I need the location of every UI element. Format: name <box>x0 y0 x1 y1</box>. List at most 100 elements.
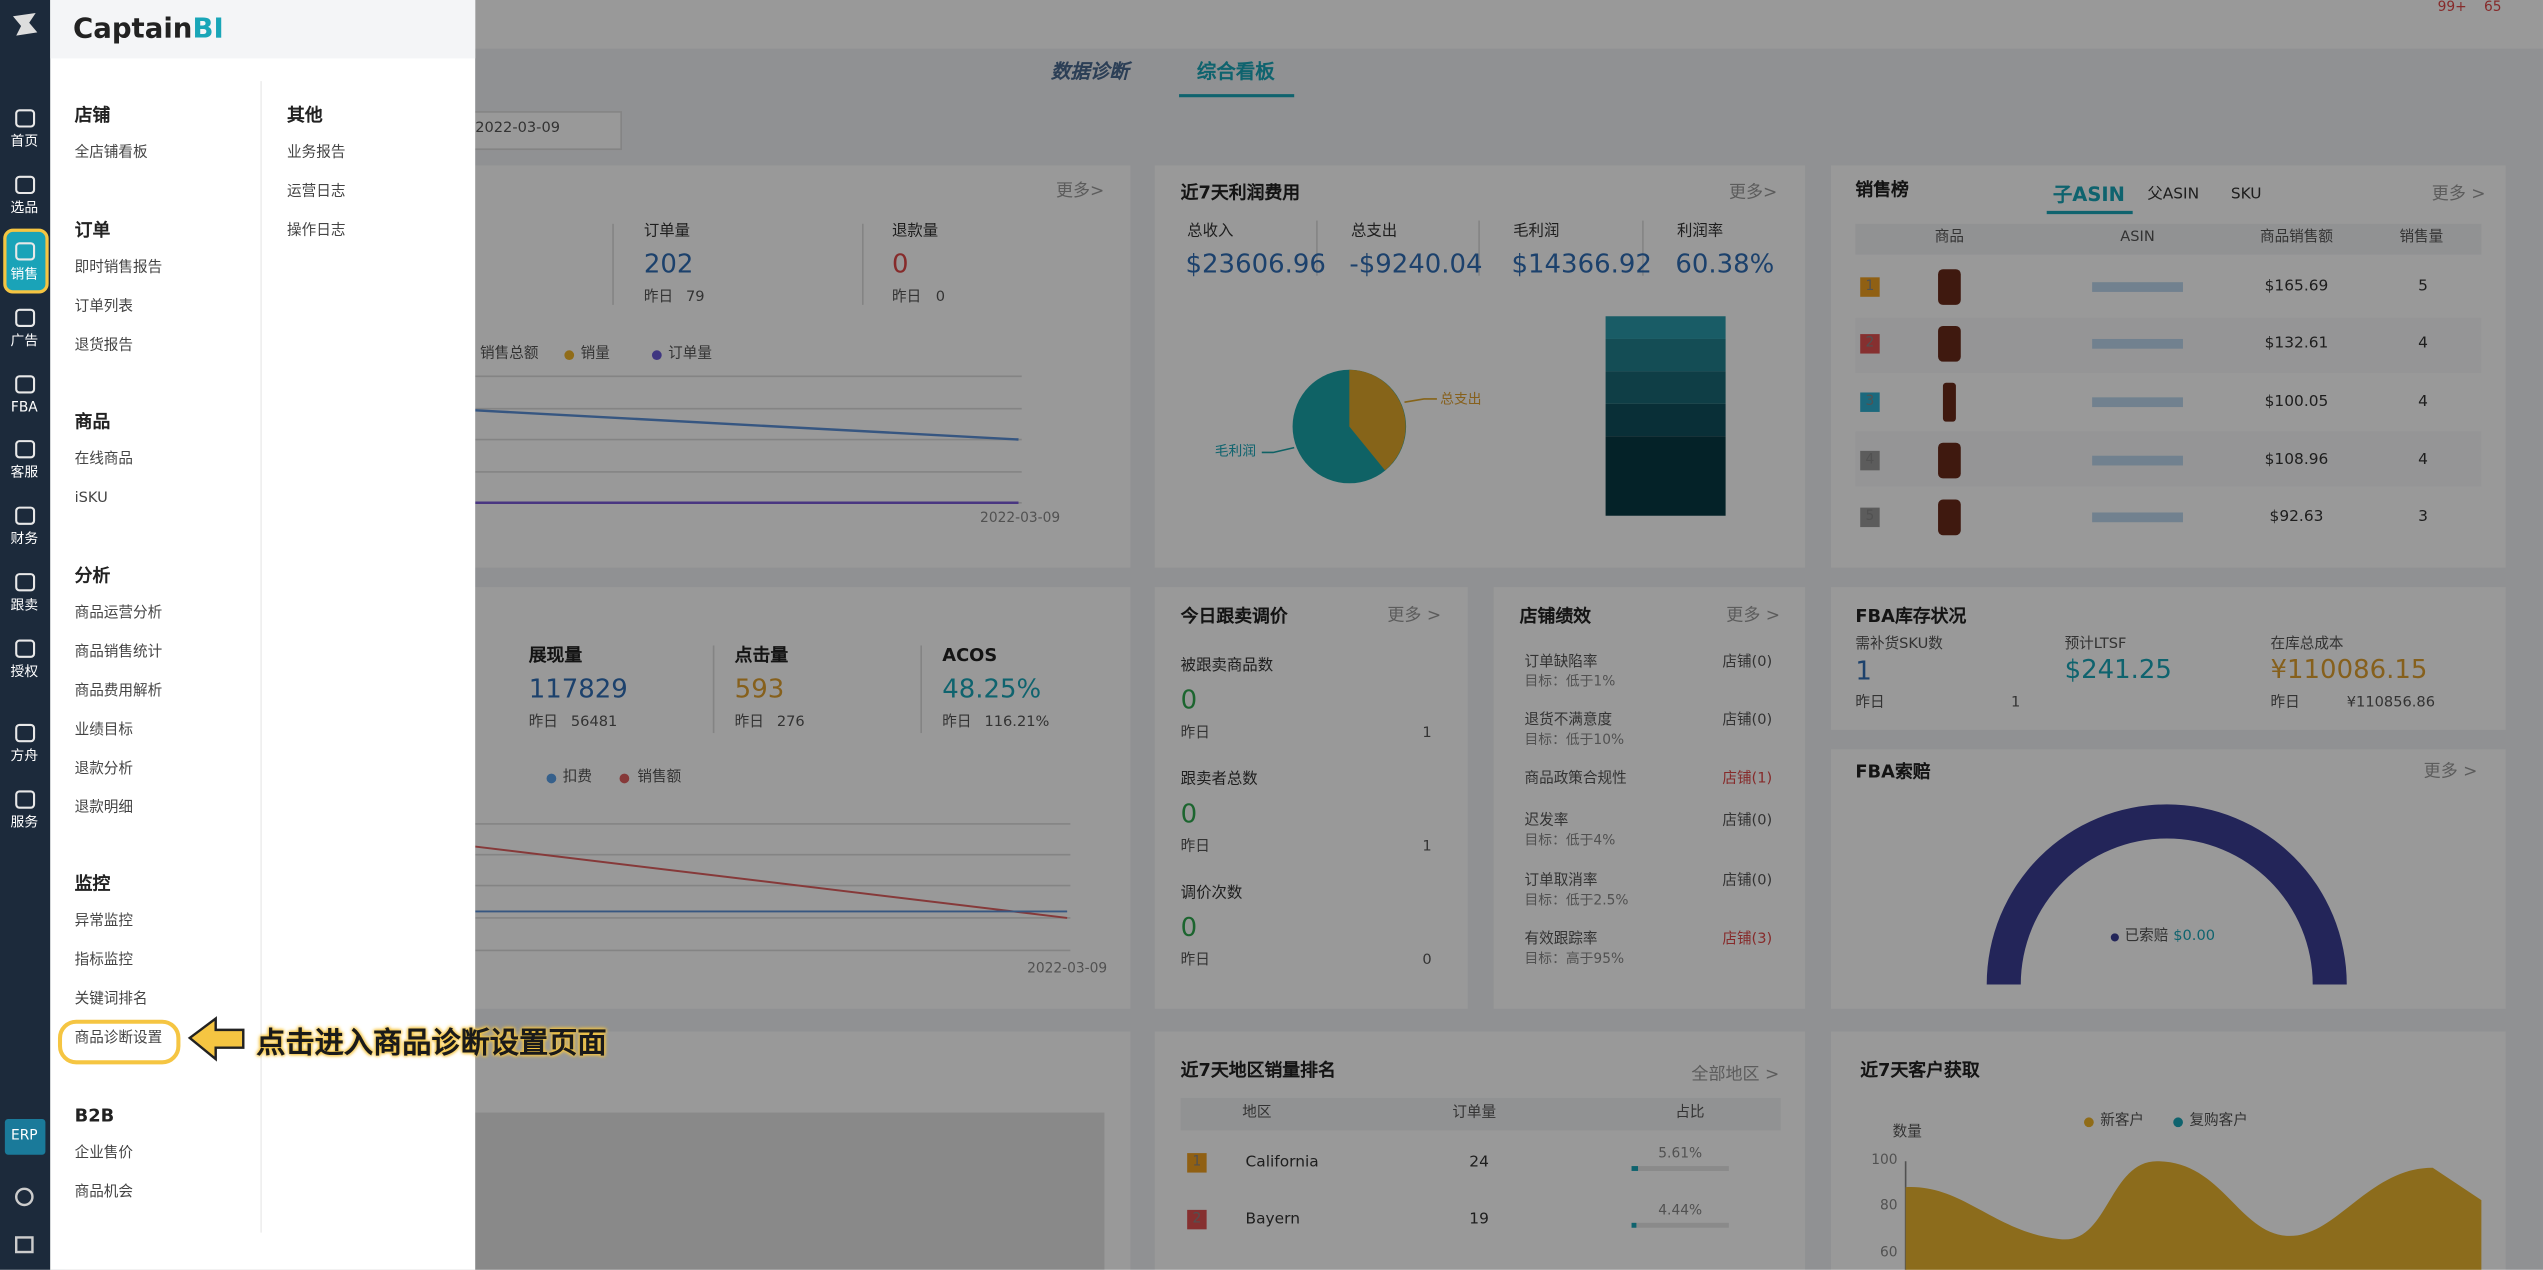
menu-item[interactable]: 商品机会 <box>74 1184 134 1201</box>
sidebar-item[interactable]: 服务 <box>10 815 39 832</box>
rows-amount: $108.96 <box>2264 451 2329 470</box>
sidebar-icon <box>15 440 36 459</box>
sidebar-item[interactable]: 财务 <box>10 531 39 548</box>
rows-amount: $165.69 <box>2264 277 2329 296</box>
menu-item[interactable]: 在线商品 <box>74 451 134 468</box>
header-tabs[interactable]: 综合看板 <box>1196 60 1275 83</box>
menu-section-title: 订单 <box>74 219 111 241</box>
ranking-tabs[interactable]: 子ASIN <box>2052 183 2125 206</box>
performance-more[interactable]: 更多 > <box>1726 606 1781 626</box>
cost-prev-label: 昨日 <box>2270 694 2300 712</box>
fields-value: 60.38% <box>1675 248 1775 279</box>
profit-more[interactable]: 更多> <box>1729 182 1778 203</box>
sales-legend: 订单量 <box>668 346 712 363</box>
claims-more[interactable]: 更多 > <box>2423 761 2478 782</box>
rows-rank: 2 <box>1192 1211 1202 1228</box>
menu-item[interactable]: 商品费用解析 <box>74 683 163 700</box>
rows-label: 跟卖者总数 <box>1180 770 1258 789</box>
rows-label: 调价次数 <box>1180 884 1243 903</box>
ranking-columns: 商品 <box>1934 229 1965 246</box>
sidebar-item[interactable]: 销售 <box>10 267 39 284</box>
rows-rank: 2 <box>1865 335 1875 352</box>
menu-item[interactable]: 商品销售统计 <box>74 644 163 661</box>
rows-value: 0 <box>1180 911 1198 943</box>
rows-qty: 4 <box>2418 334 2428 353</box>
menu-item[interactable]: 全店铺看板 <box>74 145 148 162</box>
menu-item[interactable]: 商品诊断设置 <box>74 1030 163 1047</box>
brand-name: Captain <box>72 12 193 46</box>
brand: CaptainBI <box>73 13 224 45</box>
menu-item[interactable]: 企业售价 <box>74 1145 134 1163</box>
menu-item[interactable]: 指标监控 <box>74 952 134 970</box>
fields-label: 毛利润 <box>1513 222 1560 241</box>
sidebar-item[interactable]: 首页 <box>10 134 39 151</box>
sidebar-item[interactable]: 跟卖 <box>10 598 39 615</box>
sidebar-icon <box>15 242 36 261</box>
ranking-tabs[interactable]: SKU <box>2230 185 2262 204</box>
rows-amount: $132.61 <box>2264 334 2329 353</box>
sidebar-item[interactable]: FBA <box>10 400 38 417</box>
menu-item[interactable]: 商品运营分析 <box>74 605 163 622</box>
ranking-columns: 商品销售额 <box>2259 229 2333 246</box>
rows-prev-label: 昨日 <box>1180 725 1210 742</box>
rows-share: 4.44% <box>1658 1202 1703 1220</box>
menu-item[interactable]: 即时销售报告 <box>74 260 163 277</box>
annotation: 点击进入商品诊断设置页面 <box>256 1026 607 1061</box>
acos-value: 48.25% <box>942 673 1042 704</box>
sidebar-item[interactable]: 授权 <box>10 664 39 681</box>
rows-name: Bayern <box>1245 1210 1301 1229</box>
clicks-prev: 276 <box>776 714 805 731</box>
menu-item[interactable]: 运营日志 <box>287 184 346 201</box>
acos-prev-label: 昨日 <box>942 714 972 731</box>
menu-item[interactable]: iSKU <box>74 490 108 507</box>
sidebar-icon <box>15 723 36 743</box>
ranking-more[interactable]: 更多 > <box>2431 184 2486 204</box>
menu-section-title: 监控 <box>74 873 111 895</box>
menu-item[interactable]: 退款分析 <box>74 761 134 778</box>
rows-orders: 24 <box>1469 1153 1489 1172</box>
menu-section-title: B2B <box>74 1105 115 1127</box>
sidebar-item[interactable]: 客服 <box>10 465 39 482</box>
rows-prev: 1 <box>1422 725 1432 742</box>
menu-header <box>50 0 476 59</box>
refunds-prev: 0 <box>935 289 946 306</box>
ranking-tabs[interactable]: 父ASIN <box>2147 185 2200 204</box>
menu-item[interactable]: 业务报告 <box>287 145 346 162</box>
erp-button[interactable]: ERP <box>11 1128 38 1145</box>
menu-item[interactable]: 操作日志 <box>287 222 346 240</box>
ranking-title: 销售榜 <box>1855 179 1909 201</box>
rows-prev: 1 <box>1422 839 1432 856</box>
acos-prev: 116.21% <box>984 714 1050 731</box>
sidebar-item[interactable]: 选品 <box>10 200 39 217</box>
menu-section-title: 商品 <box>74 411 111 433</box>
sidebar-icon <box>15 375 36 394</box>
sidebar-icon <box>15 175 36 195</box>
menu-item[interactable]: 退货报告 <box>74 338 134 355</box>
menu-item[interactable]: 异常监控 <box>74 913 134 931</box>
header-tabs[interactable]: 数据诊断 <box>1050 60 1129 83</box>
rows-label: 被跟卖商品数 <box>1180 657 1274 676</box>
rows-rank: 1 <box>1192 1154 1202 1171</box>
clicks-value: 593 <box>734 673 785 704</box>
menu-divider <box>260 81 262 1233</box>
ltsf-value: $241.25 <box>2064 653 2172 685</box>
menu-item[interactable]: 关键词排名 <box>74 991 148 1008</box>
sidebar-item[interactable]: 方舟 <box>10 748 39 766</box>
follow-more[interactable]: 更多 > <box>1387 606 1442 626</box>
rows-name: 有效跟踪率 <box>1524 931 1598 948</box>
customers-legend: 复购客户 <box>2189 1113 2248 1130</box>
brand-suffix: BI <box>192 12 224 46</box>
customers-ylabel: 数量 <box>1892 1124 1922 1141</box>
sidebar-icon <box>15 506 36 525</box>
orders-prev: 79 <box>686 289 705 306</box>
menu-item[interactable]: 退款明细 <box>74 800 134 817</box>
menu-item[interactable]: 业绩目标 <box>74 722 134 739</box>
rows-qty: 5 <box>2418 277 2428 296</box>
menu-item[interactable]: 订单列表 <box>74 299 134 316</box>
sidebar-icon <box>15 790 36 809</box>
sales-more[interactable]: 更多> <box>1055 181 1105 201</box>
region-more[interactable]: 全部地区 > <box>1691 1065 1780 1085</box>
sidebar-item[interactable]: 广告 <box>10 333 39 350</box>
